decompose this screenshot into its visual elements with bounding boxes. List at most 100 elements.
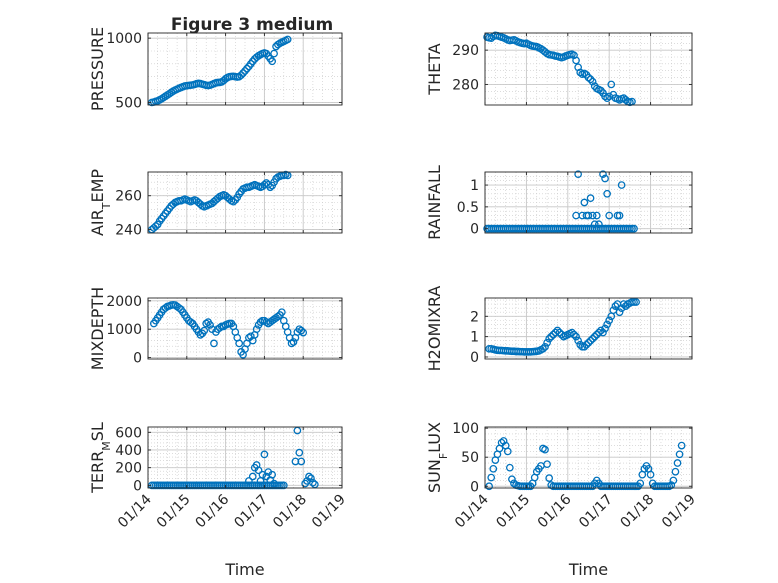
- y-tick-label: 280: [452, 77, 479, 93]
- data-point: [293, 426, 302, 435]
- y-tick-label: 0.5: [457, 200, 479, 216]
- data-point: [268, 57, 277, 66]
- data-point: [603, 189, 611, 198]
- data-point: [586, 336, 595, 345]
- y-axis-label: TERRMSL: [88, 422, 113, 494]
- subplot-sun_flux: 0 50 100 01/14 01/15 01/16 01/17 01/18 01/19 Time…: [425, 421, 699, 579]
- data-point: [669, 476, 678, 485]
- data-point: [307, 474, 315, 483]
- data-point: [592, 211, 601, 220]
- y-tick-label: 1: [470, 178, 479, 194]
- y-axis-label: MIXDEPTH: [88, 287, 107, 370]
- data-point: [574, 170, 583, 179]
- data-point: [584, 211, 593, 220]
- data-point: [541, 342, 549, 351]
- data-point: [541, 445, 549, 454]
- x-tick-label: 01/14: [115, 491, 155, 531]
- y-axis-label-part: AIR: [88, 209, 107, 236]
- x-tick-label: 01/15: [154, 492, 194, 532]
- data-point: [574, 336, 583, 345]
- data-point: [299, 328, 308, 337]
- x-tick-label: 01/17: [576, 492, 616, 532]
- axes-box: [147, 171, 343, 234]
- data-point: [543, 338, 551, 347]
- y-axis-label-part: RAINFALL: [425, 165, 444, 240]
- data-point: [615, 211, 624, 220]
- data-point: [582, 340, 591, 349]
- data-point: [588, 334, 597, 343]
- data-point: [539, 344, 547, 353]
- y-tick-label: 0: [470, 479, 479, 495]
- data-point: [605, 211, 614, 220]
- y-axis-label: H2OMIXRA: [425, 286, 444, 372]
- x-tick-label: 01/18: [618, 492, 658, 532]
- data-point: [297, 457, 306, 466]
- data-point: [599, 170, 607, 179]
- y-tick-label: 200: [115, 461, 142, 477]
- axes-box: [147, 426, 343, 489]
- data-point: [594, 328, 603, 337]
- data-point: [252, 325, 261, 334]
- data-point: [235, 339, 244, 348]
- data-point: [603, 320, 611, 329]
- y-tick-label: 290: [452, 43, 479, 59]
- data-point: [588, 77, 597, 86]
- figure-title: Figure 3 medium: [171, 15, 333, 35]
- y-axis-label-part: SL: [88, 422, 107, 441]
- y-axis-label: PRESSURE: [88, 27, 107, 111]
- data-point: [594, 220, 603, 229]
- data-point: [268, 470, 277, 479]
- data-point: [545, 334, 554, 343]
- data-point: [675, 450, 684, 459]
- data-point: [270, 479, 278, 488]
- axes-box: [484, 171, 693, 234]
- data-point: [632, 298, 640, 306]
- y-axis-label: RAINFALL: [425, 165, 444, 240]
- data-point: [210, 339, 218, 348]
- data-point: [175, 304, 183, 312]
- data-point: [297, 326, 306, 335]
- y-tick-label: 2: [470, 309, 479, 325]
- axes-box: [147, 297, 343, 360]
- y-axis-label-part: F: [437, 453, 450, 459]
- y-tick-label: 600: [115, 425, 142, 441]
- y-tick-label: 1: [470, 330, 479, 346]
- data-point: [219, 322, 228, 331]
- y-tick-label: 400: [115, 443, 142, 459]
- data-point: [229, 197, 238, 206]
- y-tick-label: 0: [133, 351, 142, 367]
- data-point: [241, 67, 249, 75]
- data-point: [200, 326, 209, 335]
- y-axis-label-part: T: [100, 202, 113, 210]
- y-axis-label-part: MIXDEPTH: [88, 287, 107, 370]
- data-point: [570, 330, 578, 339]
- axes-box: [484, 297, 693, 360]
- y-axis-label-part: PRESSURE: [88, 27, 107, 111]
- data-point: [630, 224, 638, 233]
- data-point: [588, 211, 597, 220]
- data-point: [547, 332, 556, 341]
- data-point: [584, 338, 593, 347]
- data-point: [295, 448, 304, 457]
- x-tick-label: 01/19: [309, 492, 349, 532]
- x-axis-label: Time: [568, 560, 608, 579]
- x-tick-label: 01/14: [452, 491, 492, 531]
- data-point: [245, 477, 253, 485]
- data-point: [489, 464, 498, 473]
- data-point: [510, 479, 518, 488]
- x-axis-label: Time: [224, 560, 264, 579]
- data-point: [248, 57, 257, 66]
- data-point: [206, 321, 214, 329]
- data-point: [607, 80, 616, 89]
- data-point: [597, 326, 605, 335]
- data-point: [186, 318, 195, 326]
- y-tick-label: 100: [452, 421, 479, 437]
- data-point: [590, 332, 599, 341]
- data-point: [503, 447, 512, 456]
- data-point: [568, 328, 576, 337]
- data-point: [237, 71, 245, 80]
